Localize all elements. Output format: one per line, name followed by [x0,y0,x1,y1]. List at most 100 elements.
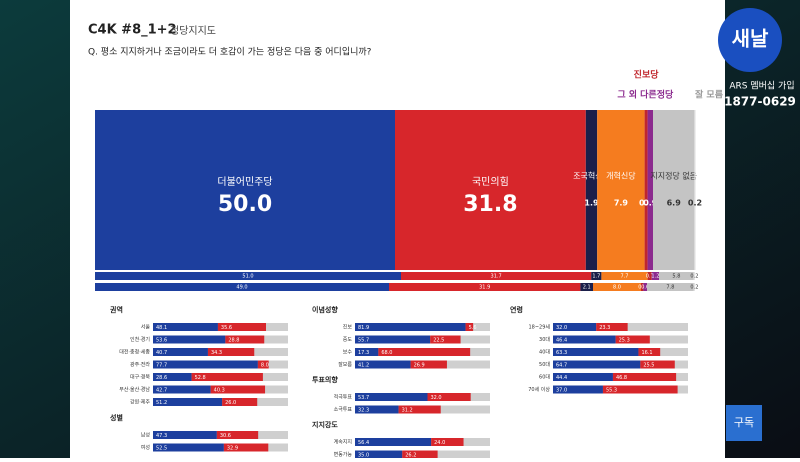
row-label: 40대 [539,349,550,356]
row-segment [222,398,258,406]
bar-segment [643,283,647,291]
row-value: 26.0 [225,400,236,406]
row-label: 50대 [539,361,550,368]
row-value: 28.8 [228,338,239,344]
row-segment [153,373,192,381]
row-segment [210,385,266,394]
row-value: 40.3 [214,388,225,394]
panel-title: 지지강도 [312,420,338,429]
row-segment [553,360,641,369]
row-segment [153,348,208,356]
value-label: 1.7 [592,274,600,280]
row-segment [257,360,269,369]
row-segment [398,405,441,414]
panel-title: 성별 [110,413,123,422]
row-segment [596,323,628,331]
segment-name: 잘 모름 [695,89,723,101]
row-segment [153,431,217,439]
segment-name: 개혁신당 [606,171,636,181]
value-label: 0.2 [688,199,702,208]
row-label: 대전·충청·세종 [119,349,150,356]
row-value: 68.0 [381,350,392,356]
value-label: 7.8 [666,285,674,291]
bar-segment [647,110,653,270]
row-label: 서울 [141,324,151,331]
row-value: 51.2 [156,400,167,406]
value-label: 51.0 [242,274,253,280]
row-value: 56.4 [358,440,369,446]
row-value: 53.6 [156,338,167,344]
row-value: 32.9 [227,446,238,452]
bar-segment [644,110,648,270]
row-value: 16.1 [641,350,652,356]
row-segment [602,385,678,394]
bar-segment [597,110,645,270]
row-value: 31.2 [402,408,413,414]
row-value: 34.3 [211,350,222,356]
value-label: 5.8 [672,274,680,280]
row-label: 변동가능 [334,451,353,458]
row-value: 8.0 [261,363,269,369]
value-label: 31.9 [479,285,490,291]
row-value: 77.7 [156,363,167,369]
row-segment [465,323,474,331]
row-segment [612,373,677,381]
segment-name: 그 외 다른정당 [617,89,674,101]
value-label: 0.2 [690,274,698,280]
value-label: 8.0 [613,285,621,291]
value-label: 7.7 [621,274,629,280]
bar-segment [694,110,696,270]
phone: 1877-0629 [724,95,796,109]
row-value: 46.8 [616,375,627,381]
bar-segment [647,272,652,280]
bar-segment [389,283,581,291]
value-label: 0.4 [638,285,646,291]
value-label: 0.2 [690,285,698,291]
row-value: 48.1 [156,325,167,331]
value-label: 0.5 [639,199,654,208]
row-label: 보수 [343,350,353,356]
value-label: 0.9 [643,199,658,208]
row-segment [355,393,428,401]
bar-segment [95,272,401,280]
logo [718,8,782,72]
row-segment [355,335,431,344]
row-value: 26.2 [405,453,416,459]
row-value: 28.6 [156,375,167,381]
row-value: 32.0 [430,395,441,401]
bar-segment [601,272,648,280]
subscribe-label[interactable]: 구독 [734,416,754,429]
row-segment [430,335,461,344]
bar-segment [401,272,592,280]
row-segment [223,443,269,452]
row-value: 5.6 [469,325,477,331]
bar-segment [395,110,586,270]
row-segment [402,450,438,459]
row-segment [216,431,259,439]
row-segment [217,323,266,331]
row-segment [355,348,379,356]
row-value: 64.7 [556,363,567,369]
bar-segment [95,283,389,291]
value-label: 1.2 [651,274,659,280]
bar-segment [593,283,641,291]
row-value: 32.0 [556,325,567,331]
row-value: 32.3 [358,408,369,414]
row-value: 24.0 [434,440,445,446]
row-segment [191,373,263,381]
subscribe-button[interactable] [726,405,762,441]
row-label: 대구·경북 [130,374,150,381]
panel-title: 투표의향 [312,375,338,384]
row-label: 진보 [343,324,353,331]
bar-segment [641,283,644,291]
bar-segment [693,283,695,291]
row-label: 70세 이상 [528,386,550,393]
row-segment [427,393,471,401]
row-segment [431,438,464,446]
question: Q. 평소 지지하거나 조금이라도 더 호감이 가는 정당은 다음 중 어디입니… [88,46,372,58]
segment-name: 진보당 [634,69,660,81]
row-value: 40.7 [156,350,167,356]
row-segment [378,348,471,356]
